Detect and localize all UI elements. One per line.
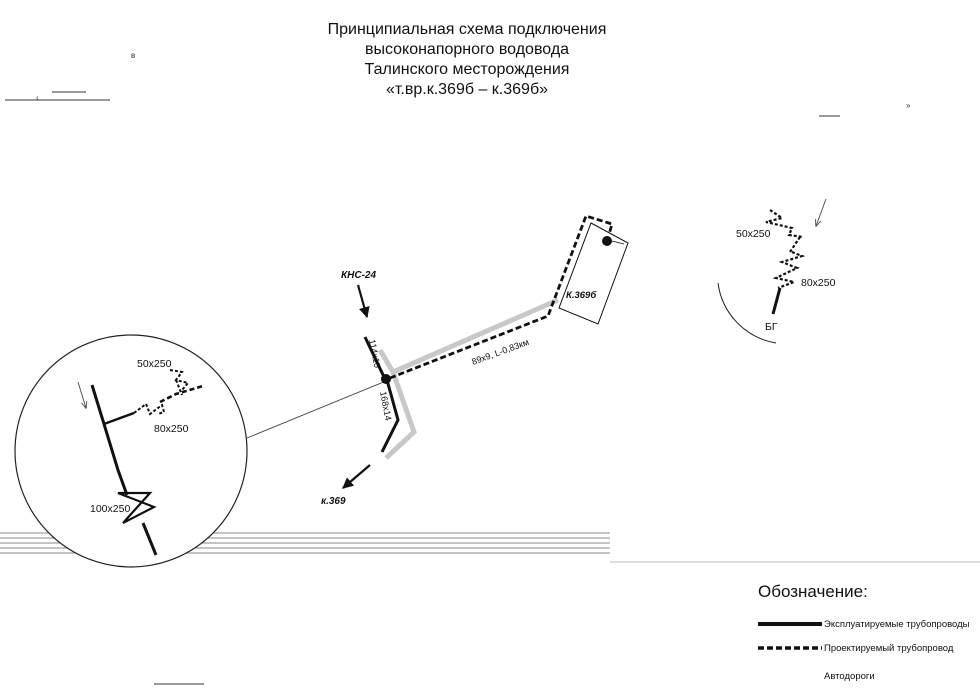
existing-pipe	[90, 384, 129, 496]
pad-label: К.369б	[566, 290, 597, 301]
road	[384, 297, 559, 460]
pad-inset: 50х250 80х250 БГ	[717, 198, 836, 344]
existing-pipe-swatch-icon	[758, 620, 824, 628]
flow-arrow-icon	[342, 464, 371, 489]
valve-icon	[765, 209, 804, 239]
existing-pipe	[380, 379, 400, 453]
planned-pipe	[159, 384, 204, 404]
diagram-title: Принципиальная схема подключения высокон…	[260, 20, 674, 100]
valve-label: 80х250	[154, 423, 189, 435]
stray-mark: ‹	[36, 93, 39, 102]
title-line-4: «т.вр.к.369б – к.369б»	[385, 81, 549, 98]
valve-label: 80х250	[801, 277, 836, 289]
existing-pipe	[771, 287, 782, 315]
valve-icon	[117, 491, 157, 524]
stray-mark: »	[906, 101, 911, 110]
flow-arrow-icon	[816, 198, 827, 226]
valve-label: 100х250	[90, 503, 130, 515]
legend-planned-label: Проектируемый трубопровод	[824, 642, 954, 654]
legend: Обозначение: Эксплуатируемые трубопровод…	[758, 582, 980, 690]
title-line-3: Талинского месторождения	[364, 61, 570, 78]
valve-icon	[133, 402, 166, 416]
planned-pipe	[175, 379, 183, 396]
planned-pipe	[389, 214, 614, 380]
leader-line	[246, 380, 387, 439]
valve-label: 50х250	[137, 358, 172, 370]
marker-label: БГ	[765, 321, 778, 333]
detail-outline	[14, 334, 248, 568]
kns-label: КНС-24	[341, 270, 376, 281]
flow-arrow-icon	[356, 284, 370, 319]
flow-arrow-icon	[77, 381, 86, 408]
existing-pipe	[103, 411, 135, 426]
legend-row-roads: Автодороги	[758, 666, 980, 686]
title-line-1: Принципиальная схема подключения	[327, 21, 607, 38]
existing-pipe	[363, 336, 387, 380]
main-scheme: К.369б КНС-24 к.369 114х10 168х14 89х9, …	[321, 214, 629, 507]
legend-roads-label: Автодороги	[824, 670, 875, 682]
existing-pipe	[141, 522, 158, 556]
well-pad	[558, 222, 629, 325]
planned-pipe-swatch-icon	[758, 644, 824, 652]
stray-mark: в	[131, 51, 135, 60]
legend-title: Обозначение:	[758, 582, 868, 601]
detail-circle: 100х250 50х250 80х250	[14, 334, 387, 568]
inset-arc	[717, 282, 777, 344]
valve-icon	[772, 250, 806, 290]
pipe-label: 114х10	[367, 338, 382, 368]
title-line-2: высоконапорного водовода	[364, 41, 570, 58]
pipe-label: 89х9, L-0,83км	[470, 337, 530, 367]
planned-pipe	[789, 236, 801, 253]
to-label: к.369	[321, 496, 346, 507]
legend-row-planned: Проектируемый трубопровод	[758, 638, 980, 658]
road	[377, 348, 396, 374]
pad-node	[602, 236, 612, 246]
legend-row-existing: Эксплуатируемые трубопроводы	[758, 614, 980, 634]
junction-node	[381, 374, 391, 384]
valve-label: 50х250	[736, 228, 771, 240]
legend-existing-label: Эксплуатируемые трубопроводы	[824, 618, 970, 630]
